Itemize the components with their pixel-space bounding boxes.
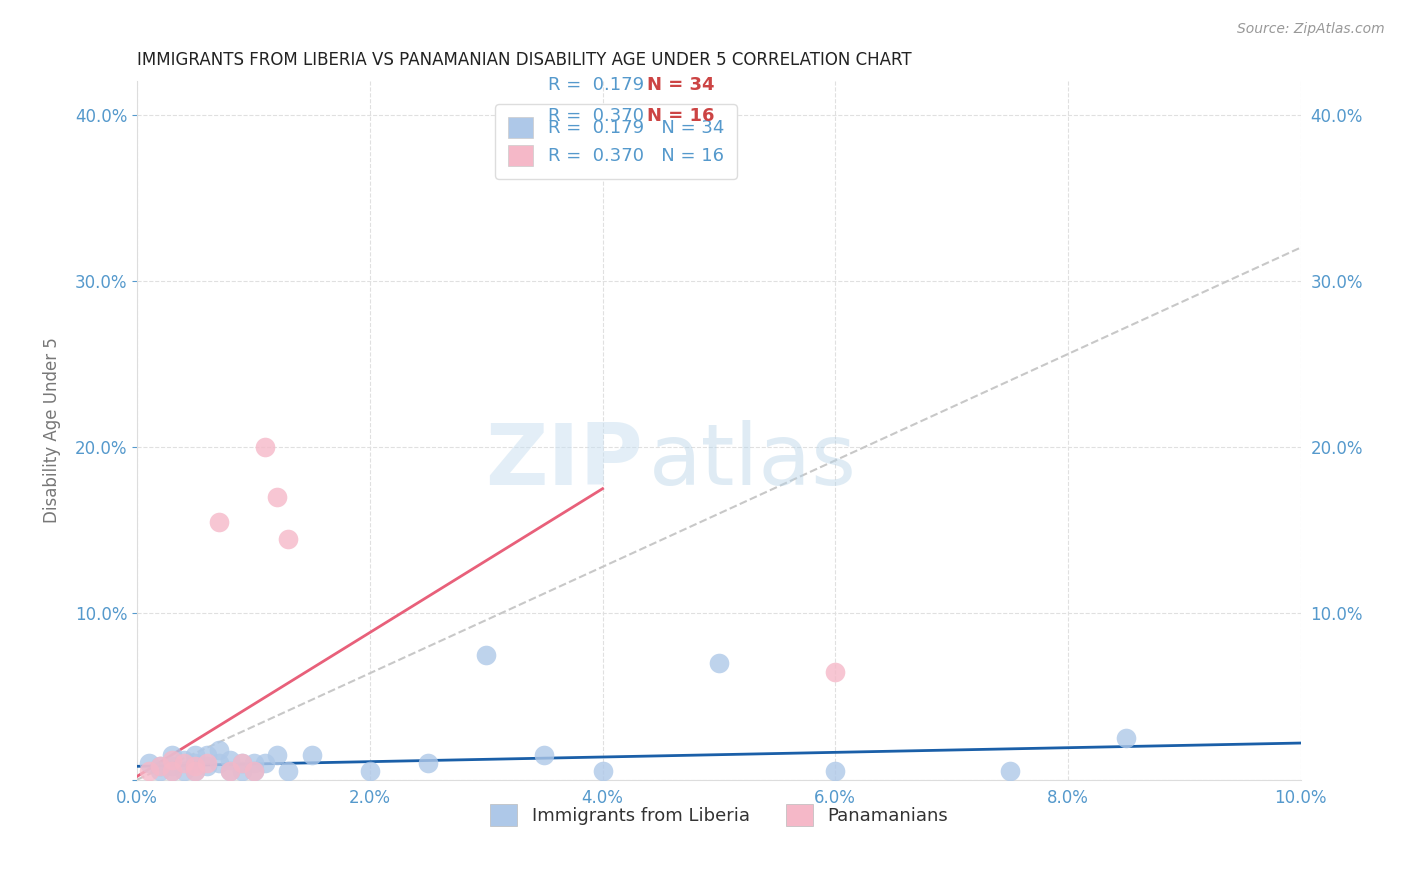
Point [242, 764, 264, 779]
Point [160, 759, 183, 773]
Point [138, 764, 160, 779]
Point [138, 756, 160, 770]
Point [184, 756, 207, 770]
Point [277, 532, 299, 546]
Point [219, 764, 242, 779]
Point [160, 747, 183, 762]
Point [208, 756, 231, 770]
Point [184, 747, 207, 762]
Point [208, 742, 231, 756]
Point [592, 764, 614, 779]
Point [184, 764, 207, 779]
Legend: Immigrants from Liberia, Panamanians: Immigrants from Liberia, Panamanians [482, 797, 955, 833]
Point [160, 753, 183, 767]
Point [533, 747, 555, 762]
Point [707, 657, 730, 671]
Point [160, 764, 183, 779]
Point [231, 756, 253, 770]
Point [266, 747, 288, 762]
Point [195, 759, 218, 773]
Point [1115, 731, 1137, 745]
Point [266, 490, 288, 504]
Point [242, 756, 264, 770]
Point [254, 756, 277, 770]
Text: Source: ZipAtlas.com: Source: ZipAtlas.com [1237, 22, 1385, 37]
Point [208, 515, 231, 529]
Point [231, 756, 253, 770]
Text: N = 34: N = 34 [647, 76, 714, 94]
Point [173, 756, 195, 770]
Text: N = 16: N = 16 [647, 107, 714, 125]
Point [301, 747, 323, 762]
Point [254, 440, 277, 454]
Text: R =  0.370: R = 0.370 [548, 107, 644, 125]
Point [475, 648, 498, 662]
Point [149, 759, 172, 773]
Point [149, 764, 172, 779]
Point [173, 764, 195, 779]
Text: R =  0.179: R = 0.179 [548, 76, 644, 94]
Point [160, 764, 183, 779]
Point [219, 753, 242, 767]
Point [184, 759, 207, 773]
Point [173, 753, 195, 767]
Point [277, 764, 299, 779]
Point [195, 747, 218, 762]
Text: IMMIGRANTS FROM LIBERIA VS PANAMANIAN DISABILITY AGE UNDER 5 CORRELATION CHART: IMMIGRANTS FROM LIBERIA VS PANAMANIAN DI… [138, 51, 912, 69]
Point [231, 764, 253, 779]
Text: atlas: atlas [650, 420, 858, 503]
Point [184, 764, 207, 779]
Point [359, 764, 381, 779]
Point [219, 764, 242, 779]
Y-axis label: Disability Age Under 5: Disability Age Under 5 [44, 337, 60, 524]
Point [195, 756, 218, 770]
Point [242, 764, 264, 779]
Point [149, 759, 172, 773]
Point [824, 764, 846, 779]
Point [416, 756, 439, 770]
Point [824, 665, 846, 679]
Text: ZIP: ZIP [485, 420, 644, 503]
Point [998, 764, 1021, 779]
